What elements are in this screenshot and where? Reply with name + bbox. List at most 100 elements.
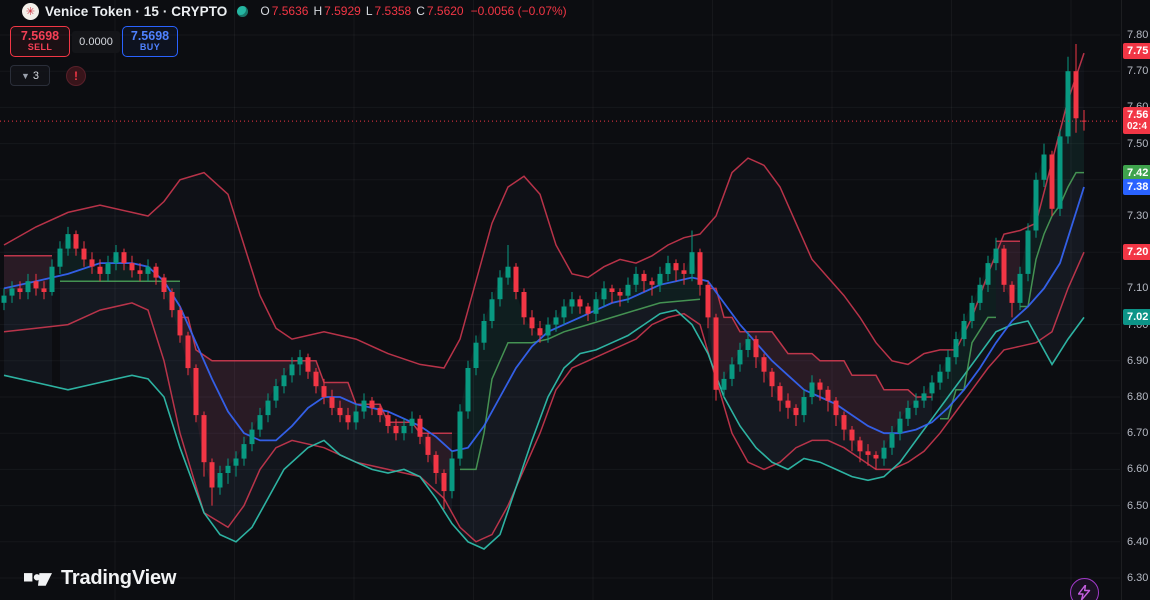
candle: [689, 230, 695, 282]
candle: [33, 273, 39, 296]
candle: [665, 255, 671, 282]
candle: [465, 360, 471, 419]
candle: [865, 444, 871, 466]
candle: [9, 281, 15, 303]
object-tree-row: ▼ 3 !: [10, 65, 86, 86]
alert-warning-icon[interactable]: !: [66, 65, 86, 86]
candle: [977, 277, 983, 311]
candle: [601, 281, 607, 307]
sell-button[interactable]: 7.5698 SELL: [10, 26, 70, 57]
inner-band-fill: [1020, 172, 1084, 365]
lower-teal-band-line: [3, 309, 1085, 550]
tradingview-logo[interactable]: TradingView: [24, 566, 176, 590]
ohlc-label: L: [365, 4, 373, 18]
candle: [761, 353, 767, 383]
candle: [537, 321, 543, 343]
trend-fill-up: [60, 234, 180, 336]
candle: [305, 353, 311, 379]
price-axis[interactable]: 7.807.707.607.507.407.307.207.107.006.90…: [1121, 0, 1150, 600]
candle: [89, 252, 95, 274]
candle: [313, 368, 319, 394]
candle: [969, 295, 975, 329]
ohlc-value: 7.5358: [374, 4, 412, 18]
last-price-badge: 7.56 02:4: [1123, 107, 1150, 135]
candle: [625, 277, 631, 303]
candle: [369, 397, 375, 416]
candle: [833, 397, 839, 426]
candle: [425, 433, 431, 463]
candle: [137, 263, 143, 282]
candle: [633, 266, 639, 292]
symbol-header: ✳ Venice Token · 15 · CRYPTO O 7.5636 H 7.5…: [22, 1, 567, 21]
price-tick-label: 6.50: [1127, 499, 1149, 512]
candle: [57, 241, 63, 274]
candle: [337, 400, 343, 423]
candle: [97, 259, 103, 282]
candle: [1033, 172, 1039, 238]
trend-fill-down: [708, 288, 932, 459]
candle: [729, 357, 735, 387]
candle: [185, 331, 191, 376]
candle: [209, 458, 215, 506]
lightning-icon: [1078, 585, 1091, 600]
candle: [401, 418, 407, 441]
candle: [177, 306, 183, 343]
candle: [777, 382, 783, 412]
indicator-price-badge: 7.38: [1123, 179, 1150, 196]
price-tick-label: 6.90: [1127, 354, 1149, 367]
candle: [945, 349, 951, 379]
candle: [409, 411, 415, 434]
candle: [753, 335, 759, 368]
candle: [161, 273, 167, 300]
quick-trade-button[interactable]: [1070, 578, 1099, 600]
symbol-title[interactable]: Venice Token · 15 · CRYPTO: [45, 3, 228, 19]
candle: [553, 310, 559, 332]
spread-value: 0.0000: [72, 30, 120, 53]
ohlc-value: 7.5929: [324, 4, 361, 18]
candle: [505, 245, 511, 285]
candle: [121, 248, 127, 271]
price-tick-label: 7.30: [1127, 210, 1149, 222]
candle: [1073, 44, 1079, 133]
buy-button[interactable]: 7.5698 BUY: [122, 26, 178, 57]
candle: [561, 299, 567, 325]
candle: [449, 451, 455, 499]
candle: [801, 389, 807, 423]
candle: [1009, 281, 1015, 318]
candle: [985, 255, 991, 292]
candle: [441, 469, 447, 510]
indicators-dropdown[interactable]: ▼ 3: [10, 65, 50, 86]
candle: [577, 295, 583, 314]
candle: [145, 259, 151, 282]
candle: [1049, 150, 1055, 216]
candle: [649, 277, 655, 296]
market-status-icon[interactable]: [237, 5, 249, 17]
tradingview-logo-icon: [24, 573, 52, 586]
buy-label: BUY: [139, 42, 161, 53]
candle: [897, 411, 903, 441]
supertrend-line-down: [708, 287, 932, 398]
candle: [241, 436, 247, 466]
candle: [873, 451, 879, 470]
price-tick-label: 7.80: [1127, 29, 1149, 41]
candle: [105, 255, 111, 282]
ohlc-label: H: [313, 4, 323, 18]
indicator-price-badge: 7.20: [1123, 244, 1150, 261]
candle: [393, 418, 399, 441]
candle: [769, 368, 775, 397]
candle: [889, 426, 895, 455]
ohlc-value: 7.5620: [426, 4, 464, 18]
candle: [217, 465, 223, 495]
candle: [545, 317, 551, 343]
lower-red-band-line: [3, 251, 1085, 543]
candle: [913, 393, 919, 416]
candle: [673, 259, 679, 282]
price-tick-label: 6.80: [1127, 391, 1149, 403]
candle: [1001, 245, 1007, 292]
candle: [993, 237, 999, 271]
candle: [1017, 266, 1023, 311]
indicator-price-badge: 7.75: [1123, 43, 1150, 60]
price-tick-label: 6.40: [1127, 535, 1149, 548]
